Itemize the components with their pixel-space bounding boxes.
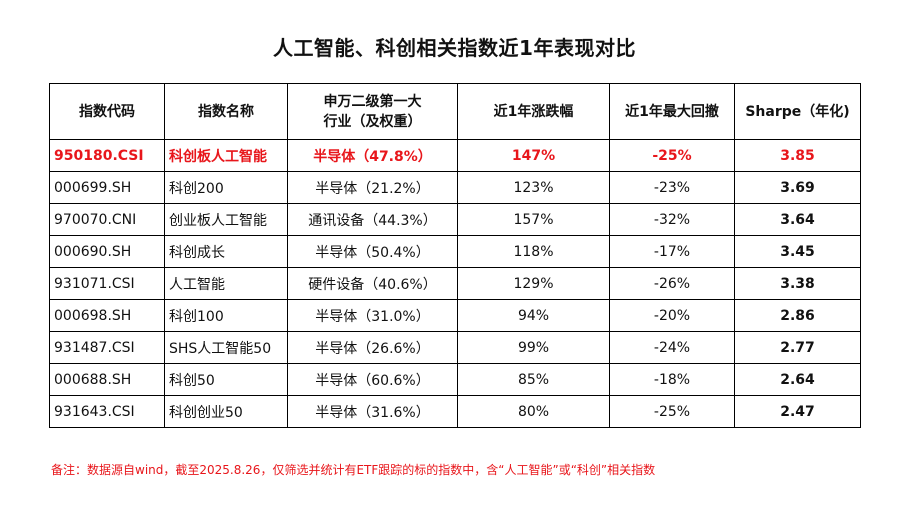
sharpe-cell: 2.77 bbox=[734, 331, 861, 364]
index-name-cell: SHS人工智能50 bbox=[164, 331, 288, 364]
sharpe-cell: 3.85 bbox=[734, 139, 861, 172]
table-row: 000699.SH 科创200 半导体（21.2%） 123% -23% 3.69 bbox=[49, 171, 861, 204]
return-1y-cell: 147% bbox=[457, 139, 610, 172]
table-row: 000698.SH 科创100 半导体（31.0%） 94% -20% 2.86 bbox=[49, 299, 861, 332]
index-code-cell: 000688.SH bbox=[49, 363, 165, 396]
sharpe-cell: 2.86 bbox=[734, 299, 861, 332]
return-1y-cell: 99% bbox=[457, 331, 610, 364]
max-drawdown-cell: -26% bbox=[609, 267, 735, 300]
sharpe-cell: 3.38 bbox=[734, 267, 861, 300]
table-row: 931071.CSI 人工智能 硬件设备（40.6%） 129% -26% 3.38 bbox=[49, 267, 861, 300]
sharpe-cell: 2.47 bbox=[734, 395, 861, 428]
page-title: 人工智能、科创相关指数近1年表现对比 bbox=[273, 36, 636, 60]
return-1y-cell: 85% bbox=[457, 363, 610, 396]
table-header-row: 指数代码 指数名称 申万二级第一大 行业（及权重） 近1年涨跌幅 近1年最大回撤 … bbox=[49, 83, 861, 140]
index-code-cell: 931071.CSI bbox=[49, 267, 165, 300]
sharpe-cell: 3.45 bbox=[734, 235, 861, 268]
index-code-cell: 000699.SH bbox=[49, 171, 165, 204]
return-1y-cell: 157% bbox=[457, 203, 610, 236]
max-drawdown-cell: -24% bbox=[609, 331, 735, 364]
table-row: 931487.CSI SHS人工智能50 半导体（26.6%） 99% -24% 2.77 bbox=[49, 331, 861, 364]
header-industry-line1: 申万二级第一大 bbox=[323, 93, 422, 110]
index-name-cell: 创业板人工智能 bbox=[164, 203, 288, 236]
header-sharpe: Sharpe（年化) bbox=[734, 83, 861, 140]
industry-weight-cell: 半导体（60.6%） bbox=[287, 363, 458, 396]
index-comparison-table: 指数代码 指数名称 申万二级第一大 行业（及权重） 近1年涨跌幅 近1年最大回撤 … bbox=[49, 83, 861, 428]
return-1y-cell: 118% bbox=[457, 235, 610, 268]
return-1y-cell: 94% bbox=[457, 299, 610, 332]
industry-weight-cell: 半导体（47.8%） bbox=[287, 139, 458, 172]
return-1y-cell: 80% bbox=[457, 395, 610, 428]
header-industry: 申万二级第一大 行业（及权重） bbox=[287, 83, 458, 140]
index-name-cell: 科创成长 bbox=[164, 235, 288, 268]
index-code-cell: 931643.CSI bbox=[49, 395, 165, 428]
industry-weight-cell: 半导体（50.4%） bbox=[287, 235, 458, 268]
table-row: 931643.CSI 科创创业50 半导体（31.6%） 80% -25% 2.47 bbox=[49, 395, 861, 428]
table-row: 000690.SH 科创成长 半导体（50.4%） 118% -17% 3.45 bbox=[49, 235, 861, 268]
sharpe-cell: 3.69 bbox=[734, 171, 861, 204]
index-code-cell: 970070.CNI bbox=[49, 203, 165, 236]
index-code-cell: 931487.CSI bbox=[49, 331, 165, 364]
index-name-cell: 科创创业50 bbox=[164, 395, 288, 428]
max-drawdown-cell: -25% bbox=[609, 139, 735, 172]
index-code-cell: 950180.CSI bbox=[49, 139, 165, 172]
table-row: 970070.CNI 创业板人工智能 通讯设备（44.3%） 157% -32% 3.64 bbox=[49, 203, 861, 236]
return-1y-cell: 123% bbox=[457, 171, 610, 204]
sharpe-cell: 2.64 bbox=[734, 363, 861, 396]
index-name-cell: 人工智能 bbox=[164, 267, 288, 300]
header-drawdown: 近1年最大回撤 bbox=[609, 83, 735, 140]
table-body: 950180.CSI 科创板人工智能 半导体（47.8%） 147% -25% 3.85 0… bbox=[49, 139, 861, 428]
industry-weight-cell: 硬件设备（40.6%） bbox=[287, 267, 458, 300]
max-drawdown-cell: -25% bbox=[609, 395, 735, 428]
index-name-cell: 科创板人工智能 bbox=[164, 139, 288, 172]
table-row-highlighted: 950180.CSI 科创板人工智能 半导体（47.8%） 147% -25% 3.85 bbox=[49, 139, 861, 172]
index-code-cell: 000690.SH bbox=[49, 235, 165, 268]
max-drawdown-cell: -17% bbox=[609, 235, 735, 268]
max-drawdown-cell: -20% bbox=[609, 299, 735, 332]
max-drawdown-cell: -18% bbox=[609, 363, 735, 396]
table-row: 000688.SH 科创50 半导体（60.6%） 85% -18% 2.64 bbox=[49, 363, 861, 396]
header-return: 近1年涨跌幅 bbox=[457, 83, 610, 140]
industry-weight-cell: 通讯设备（44.3%） bbox=[287, 203, 458, 236]
max-drawdown-cell: -32% bbox=[609, 203, 735, 236]
index-name-cell: 科创100 bbox=[164, 299, 288, 332]
industry-weight-cell: 半导体（26.6%） bbox=[287, 331, 458, 364]
footnote: 备注：数据源自wind，截至2025.8.26，仅筛选并统计有ETF跟踪的标的指… bbox=[51, 463, 656, 477]
header-name: 指数名称 bbox=[164, 83, 288, 140]
sharpe-cell: 3.64 bbox=[734, 203, 861, 236]
index-code-cell: 000698.SH bbox=[49, 299, 165, 332]
industry-weight-cell: 半导体（31.6%） bbox=[287, 395, 458, 428]
index-name-cell: 科创200 bbox=[164, 171, 288, 204]
header-code: 指数代码 bbox=[49, 83, 165, 140]
return-1y-cell: 129% bbox=[457, 267, 610, 300]
industry-weight-cell: 半导体（21.2%） bbox=[287, 171, 458, 204]
header-industry-line2: 行业（及权重） bbox=[323, 113, 422, 130]
max-drawdown-cell: -23% bbox=[609, 171, 735, 204]
industry-weight-cell: 半导体（31.0%） bbox=[287, 299, 458, 332]
index-name-cell: 科创50 bbox=[164, 363, 288, 396]
